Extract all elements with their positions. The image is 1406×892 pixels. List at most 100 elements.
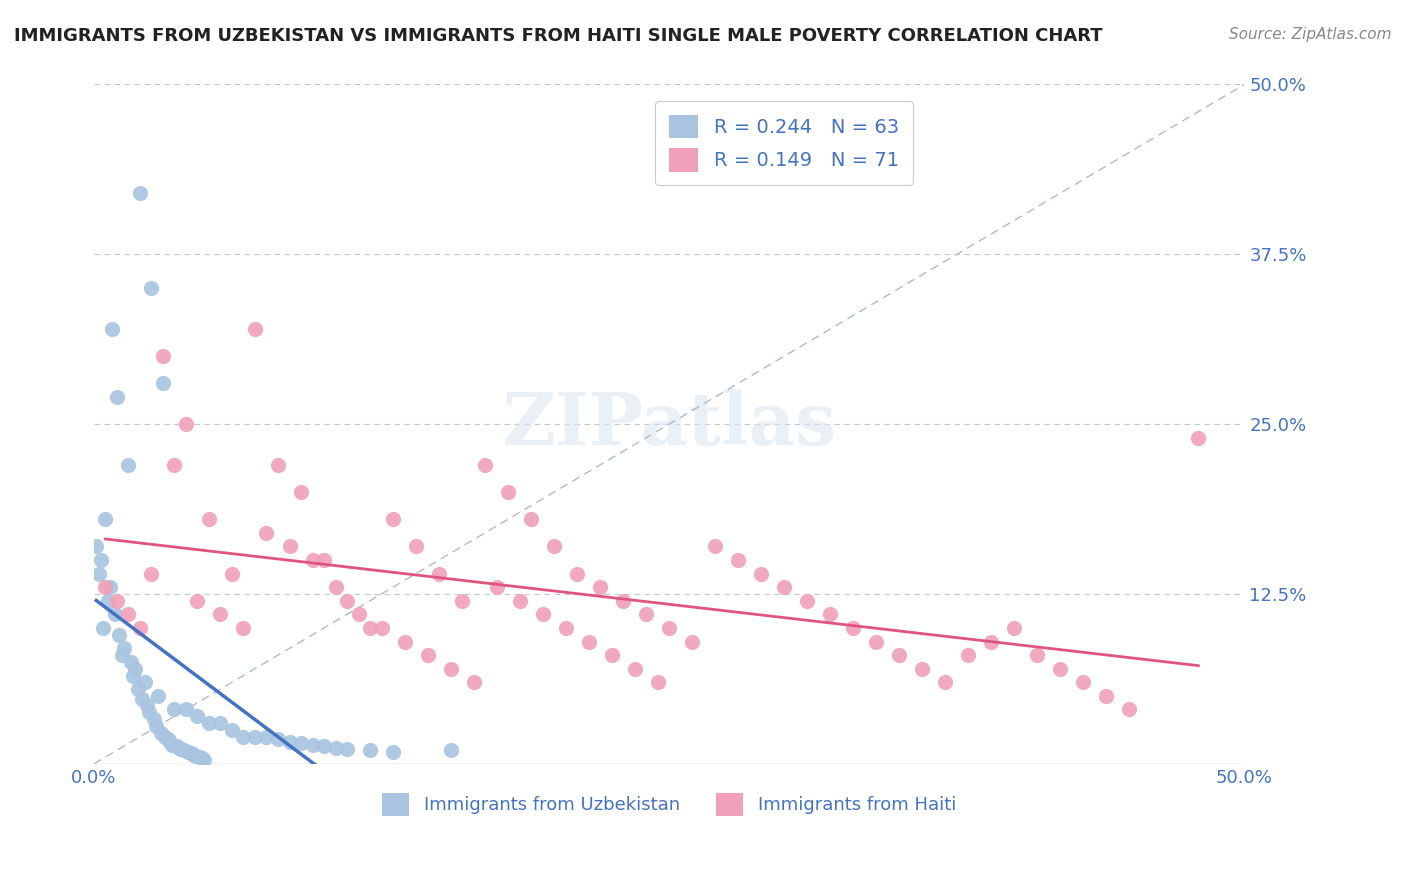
Point [117, 458, 139, 472]
Point [174, 702, 197, 716]
Point [104, 607, 127, 622]
Point [889, 648, 911, 662]
Point [84, 540, 107, 554]
Point [405, 540, 427, 554]
Point [359, 621, 381, 635]
Point [94, 512, 117, 526]
Point [439, 743, 461, 757]
Point [152, 376, 174, 391]
Point [131, 691, 153, 706]
Point [370, 621, 392, 635]
Point [243, 730, 266, 744]
Point [439, 662, 461, 676]
Point [474, 458, 496, 472]
Point [177, 745, 200, 759]
Point [149, 725, 172, 739]
Point [347, 607, 370, 622]
Point [325, 740, 347, 755]
Point [749, 566, 772, 581]
Point [1002, 621, 1025, 635]
Point [135, 698, 157, 713]
Point [129, 186, 152, 201]
Point [325, 580, 347, 594]
Point [1073, 675, 1095, 690]
Point [181, 747, 204, 762]
Point [174, 417, 197, 431]
Point [209, 716, 232, 731]
Point [124, 662, 146, 676]
Point [170, 742, 193, 756]
Point [163, 702, 186, 716]
Point [193, 753, 215, 767]
Text: ZIPatlas: ZIPatlas [502, 389, 837, 459]
Point [773, 580, 796, 594]
Point [138, 705, 160, 719]
Point [394, 634, 416, 648]
Point [267, 458, 290, 472]
Point [186, 709, 208, 723]
Point [87, 566, 110, 581]
Point [336, 742, 359, 756]
Point [166, 739, 188, 754]
Point [647, 675, 669, 690]
Point [134, 675, 156, 690]
Point [91, 621, 114, 635]
Point [180, 746, 202, 760]
Point [141, 566, 163, 581]
Point [623, 662, 645, 676]
Point [485, 580, 508, 594]
Point [198, 512, 221, 526]
Text: Source: ZipAtlas.com: Source: ZipAtlas.com [1229, 27, 1392, 42]
Point [167, 740, 190, 755]
Point [911, 662, 934, 676]
Point [796, 594, 818, 608]
Point [531, 607, 554, 622]
Point [160, 738, 183, 752]
Point [186, 594, 208, 608]
Point [359, 743, 381, 757]
Point [290, 485, 312, 500]
Point [818, 607, 841, 622]
Point [221, 566, 243, 581]
Point [256, 730, 278, 744]
Point [163, 458, 186, 472]
Point [520, 512, 543, 526]
Point [142, 712, 165, 726]
Point [1049, 662, 1071, 676]
Point [842, 621, 865, 635]
Point [301, 738, 323, 752]
Point [1187, 431, 1209, 445]
Point [108, 628, 131, 642]
Point [110, 648, 132, 662]
Point [1026, 648, 1049, 662]
Point [1095, 689, 1118, 703]
Point [152, 349, 174, 363]
Point [463, 675, 485, 690]
Point [117, 607, 139, 622]
Point [159, 735, 181, 749]
Point [232, 621, 254, 635]
Point [1118, 702, 1140, 716]
Point [221, 723, 243, 737]
Point [127, 682, 149, 697]
Point [101, 322, 124, 336]
Point [278, 735, 301, 749]
Point [496, 485, 519, 500]
Point [312, 553, 335, 567]
Point [97, 594, 120, 608]
Point [451, 594, 474, 608]
Point [600, 648, 623, 662]
Point [122, 668, 145, 682]
Point [94, 580, 117, 594]
Point [636, 607, 658, 622]
Point [865, 634, 887, 648]
Text: IMMIGRANTS FROM UZBEKISTAN VS IMMIGRANTS FROM HAITI SINGLE MALE POVERTY CORRELAT: IMMIGRANTS FROM UZBEKISTAN VS IMMIGRANTS… [14, 27, 1102, 45]
Point [184, 748, 207, 763]
Point [427, 566, 450, 581]
Point [155, 730, 177, 744]
Point [129, 621, 152, 635]
Point [105, 390, 128, 404]
Point [416, 648, 439, 662]
Point [336, 594, 359, 608]
Point [90, 553, 112, 567]
